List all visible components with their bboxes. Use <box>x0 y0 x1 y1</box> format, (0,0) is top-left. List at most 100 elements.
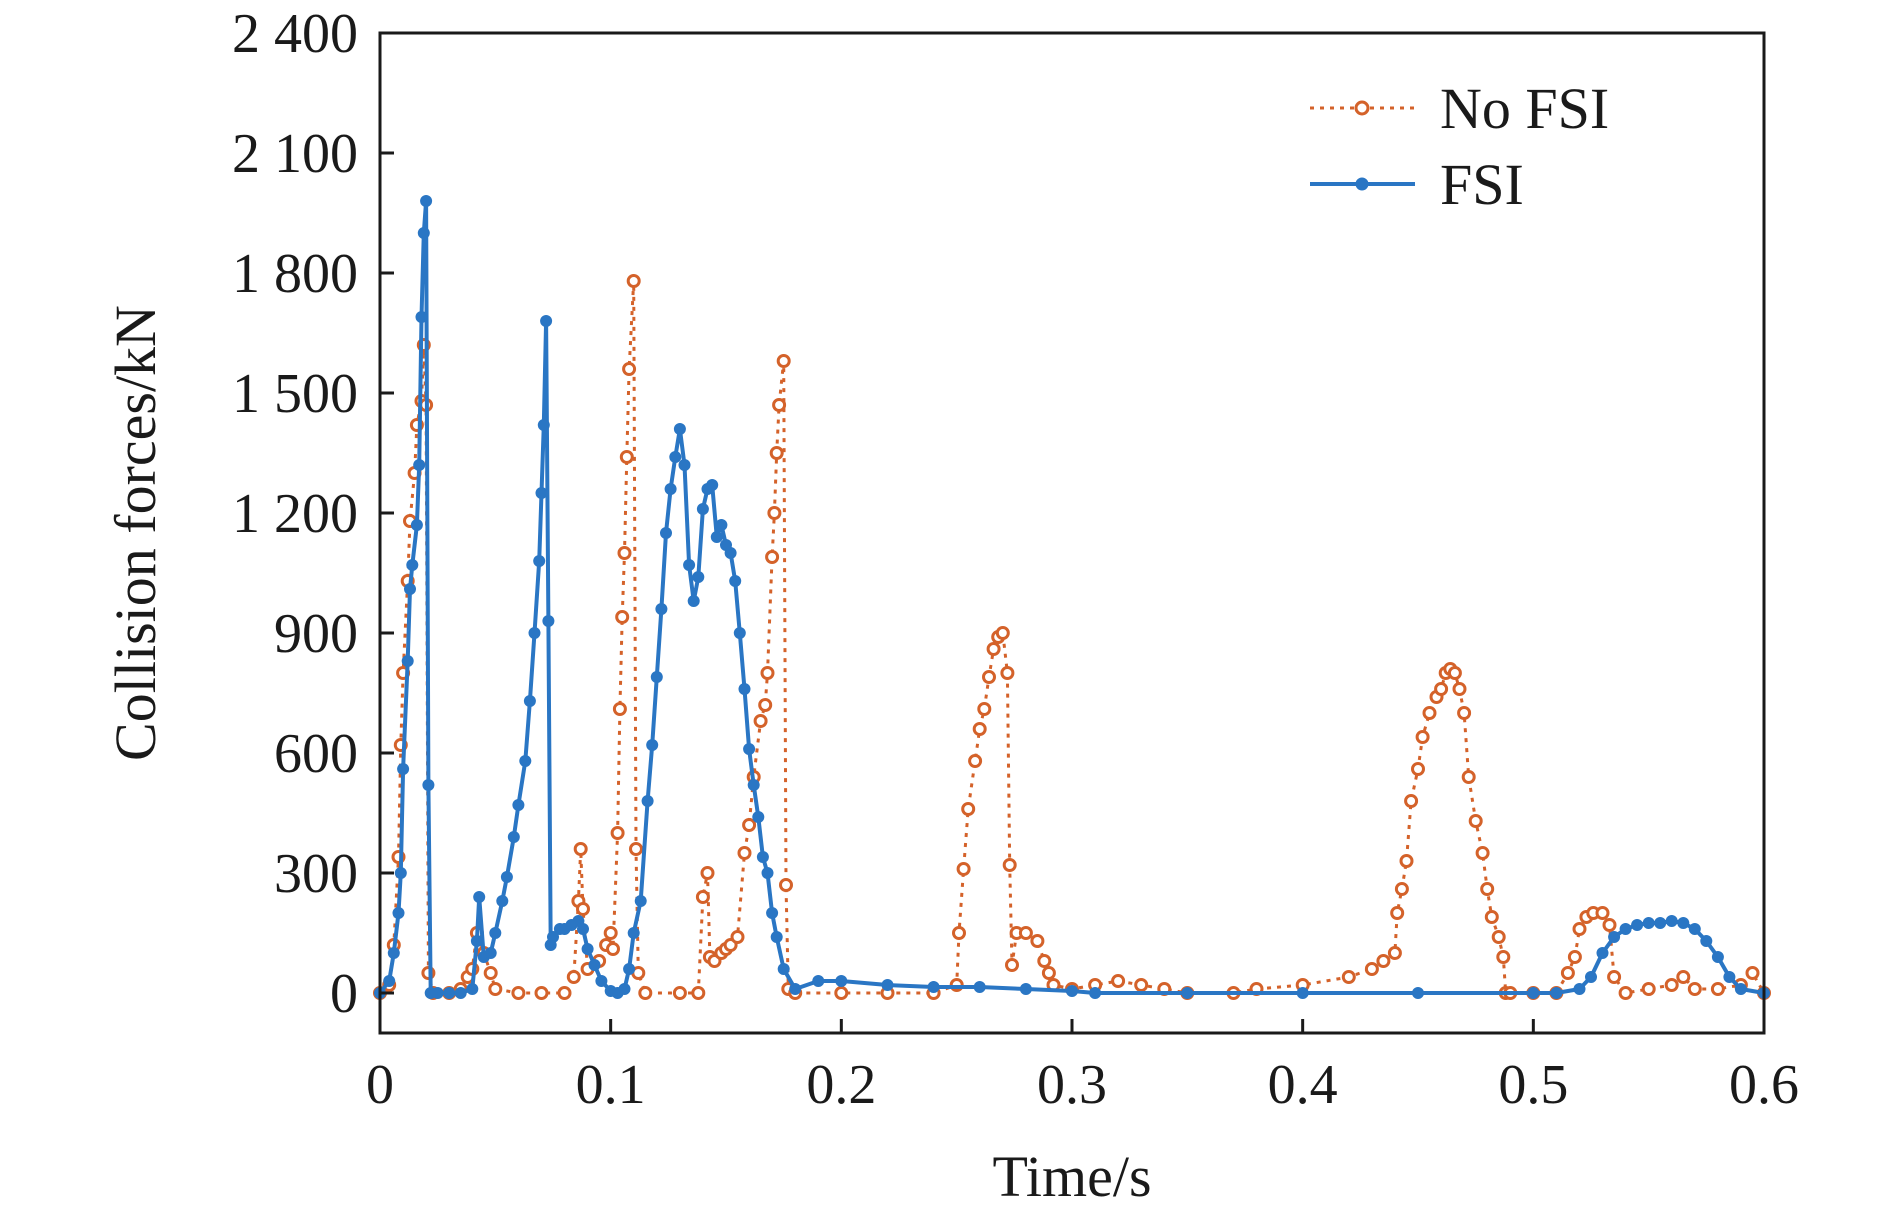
x-axis-title: Time/s <box>992 1144 1151 1209</box>
data-point <box>1341 970 1356 984</box>
data-point <box>758 698 773 712</box>
x-axis: 0 0.1 0.2 0.3 0.4 0.5 0.6 <box>366 1019 1799 1116</box>
data-point <box>573 842 588 856</box>
data-point <box>1527 987 1540 999</box>
data-point <box>1664 978 1679 992</box>
data-point <box>747 779 760 791</box>
data-point <box>512 799 525 811</box>
data-point <box>772 398 787 412</box>
data-point <box>767 506 782 520</box>
legend-marker <box>1354 100 1370 116</box>
data-point <box>1422 706 1437 720</box>
data-point <box>533 555 546 567</box>
data-point <box>1447 666 1462 680</box>
data-point <box>500 871 513 883</box>
data-point <box>710 531 723 543</box>
data-point <box>1550 987 1563 999</box>
y-axis: 0 300 600 900 1 200 1 500 1 800 2 100 2 400 <box>232 3 394 1025</box>
data-point <box>496 895 509 907</box>
y-tick-label: 1 500 <box>232 363 358 425</box>
data-point <box>777 963 790 975</box>
data-point <box>1573 983 1586 995</box>
legend: No FSI FSI <box>1310 76 1609 217</box>
data-point <box>956 862 971 876</box>
data-point <box>581 943 594 955</box>
data-point <box>961 802 976 816</box>
data-point <box>973 981 986 993</box>
data-point <box>415 311 428 323</box>
data-point <box>1560 966 1575 980</box>
data-point <box>995 626 1010 640</box>
data-point <box>1037 954 1052 968</box>
data-point <box>683 559 696 571</box>
data-point <box>557 986 572 1000</box>
data-point <box>622 362 637 376</box>
x-tick-label: 0 <box>366 1054 394 1116</box>
data-point <box>779 878 793 892</box>
plot-frame <box>378 31 1766 1035</box>
legend-label: FSI <box>1440 152 1524 217</box>
data-point <box>1461 770 1476 784</box>
data-point <box>968 754 983 768</box>
data-point <box>519 755 532 767</box>
x-tick-label: 0.5 <box>1498 1054 1568 1116</box>
data-point <box>1618 986 1633 1000</box>
data-point <box>1642 917 1655 929</box>
data-point <box>769 446 784 460</box>
y-tick-label: 900 <box>274 603 358 665</box>
data-point <box>634 895 647 907</box>
data-point <box>1723 971 1736 983</box>
data-point <box>489 927 502 939</box>
data-point <box>881 979 894 991</box>
data-point <box>972 722 987 736</box>
data-point <box>1457 706 1472 720</box>
data-point <box>1602 918 1617 932</box>
x-tick-label: 0.6 <box>1729 1054 1799 1116</box>
data-point <box>986 642 1001 656</box>
data-point <box>473 891 486 903</box>
data-point <box>1030 934 1045 948</box>
data-point <box>392 907 405 919</box>
data-point <box>394 867 407 879</box>
data-point <box>1496 950 1511 964</box>
x-tick-label: 0.3 <box>1037 1054 1107 1116</box>
data-point <box>431 987 444 999</box>
data-point <box>650 671 663 683</box>
data-point <box>488 982 503 996</box>
series-line <box>379 279 1766 995</box>
data-point <box>1641 982 1656 996</box>
data-point <box>1404 794 1419 808</box>
data-point <box>401 655 414 667</box>
data-point <box>776 354 791 368</box>
series-fsi <box>374 195 1770 999</box>
data-point <box>1376 954 1391 968</box>
data-point <box>420 195 433 207</box>
data-point <box>729 575 742 587</box>
data-point <box>443 987 456 999</box>
data-point <box>695 890 710 904</box>
data-point <box>566 970 581 984</box>
legend-entry: No FSI <box>1310 76 1609 141</box>
data-point <box>1134 978 1149 992</box>
data-point <box>547 931 559 943</box>
data-point <box>700 866 715 880</box>
data-point <box>540 315 553 327</box>
data-point <box>1005 958 1019 972</box>
data-point <box>678 459 691 471</box>
y-tick-label: 2 100 <box>232 123 358 185</box>
data-point <box>733 627 746 639</box>
data-point <box>383 975 396 987</box>
data-point <box>737 846 752 860</box>
data-point <box>834 986 849 1000</box>
data-point <box>484 947 497 959</box>
data-point <box>1654 917 1667 929</box>
data-point <box>706 479 719 491</box>
data-point <box>756 851 769 863</box>
data-point <box>507 831 520 843</box>
data-point <box>1041 966 1056 980</box>
data-point <box>664 483 677 495</box>
data-point <box>1000 666 1015 680</box>
data-point <box>812 975 825 987</box>
data-point <box>1480 882 1495 896</box>
